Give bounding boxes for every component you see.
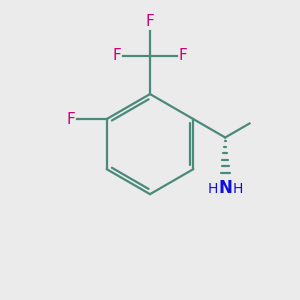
- Text: F: F: [112, 48, 121, 63]
- Text: H: H: [208, 182, 218, 196]
- Text: F: F: [179, 48, 188, 63]
- Text: F: F: [146, 14, 154, 29]
- Text: H: H: [232, 182, 243, 196]
- Text: F: F: [66, 112, 75, 127]
- Text: N: N: [218, 179, 232, 197]
